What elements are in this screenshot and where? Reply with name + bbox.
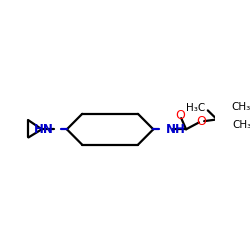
- Text: CH₃: CH₃: [231, 102, 250, 112]
- Text: HN: HN: [34, 123, 54, 136]
- Text: CH₃: CH₃: [232, 120, 250, 130]
- Text: O: O: [197, 115, 206, 128]
- Text: NH: NH: [166, 123, 186, 136]
- Text: H₃C: H₃C: [186, 103, 205, 113]
- Text: O: O: [175, 110, 185, 122]
